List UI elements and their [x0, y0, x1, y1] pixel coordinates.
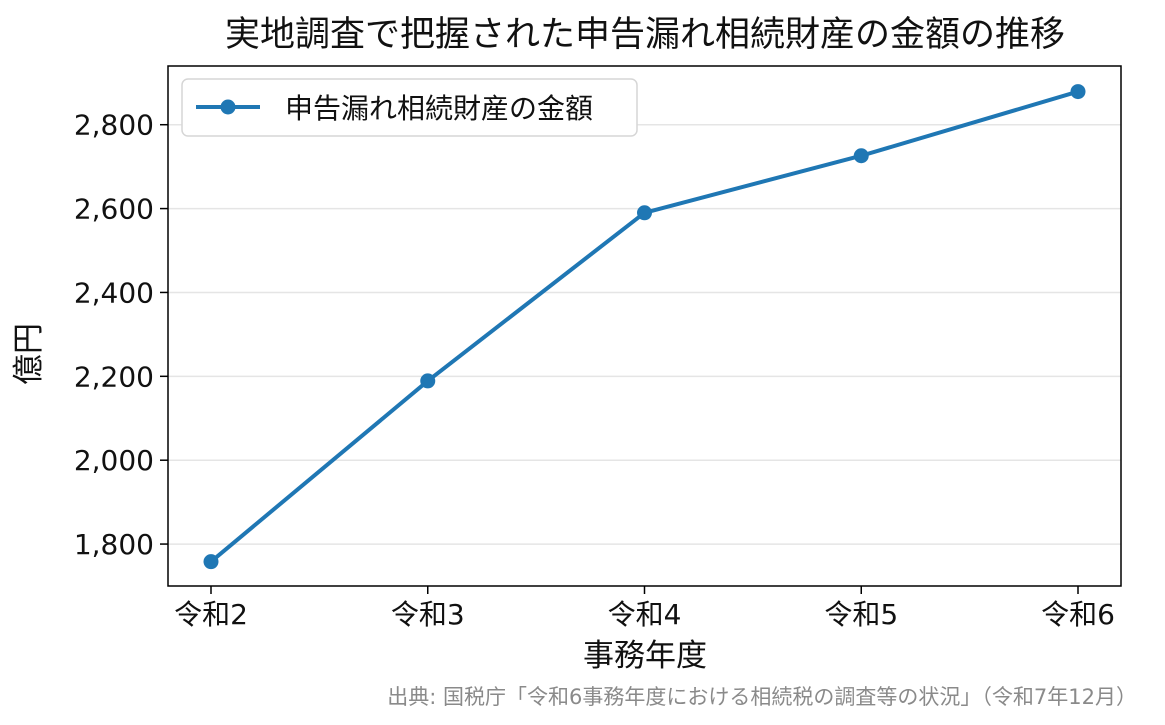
- series: [203, 84, 1086, 570]
- x-axis-label: 事務年度: [583, 638, 707, 674]
- y-tick-label: 2,000: [74, 444, 154, 477]
- x-tick-label: 令和3: [391, 598, 465, 631]
- x-tick-label: 令和5: [824, 598, 898, 631]
- y-tick-label: 2,600: [74, 193, 154, 226]
- legend-marker-swatch: [220, 99, 236, 115]
- data-point: [637, 205, 652, 221]
- legend-label: 申告漏れ相続財産の金額: [285, 92, 593, 125]
- x-tick-label: 令和2: [174, 598, 248, 631]
- axes: [160, 65, 1122, 594]
- data-point: [420, 373, 436, 389]
- tick-labels: 1,800 2,000 2,200 2,400 2,600 2,800 令和2 令和3 令和4 令…: [74, 109, 1115, 631]
- legend-box: [181, 78, 638, 137]
- x-tick-label: 令和6: [1041, 598, 1115, 631]
- y-tick-label: 2,400: [74, 276, 154, 309]
- legend: 申告漏れ相続財産の金額: [181, 78, 638, 137]
- series-line: [209, 89, 1080, 564]
- y-tick-label: 2,200: [74, 360, 154, 393]
- y-tick-label: 2,800: [74, 109, 154, 142]
- y-axis-label: 億円: [11, 323, 47, 385]
- data-point: [853, 148, 869, 164]
- y-tick-label: 1,800: [74, 528, 154, 561]
- grid-lines: [168, 123, 1121, 545]
- source-note: 出典: 国税庁「令和6事務年度における相続税の調査等の状況」（令和7年12月）: [387, 685, 1137, 709]
- data-point: [203, 554, 219, 570]
- chart-title: 実地調査で把握された申告漏れ相続財産の金額の推移: [225, 15, 1065, 55]
- plot-frame: [167, 65, 1122, 587]
- x-tick-label: 令和4: [608, 598, 682, 631]
- data-point: [1070, 84, 1086, 100]
